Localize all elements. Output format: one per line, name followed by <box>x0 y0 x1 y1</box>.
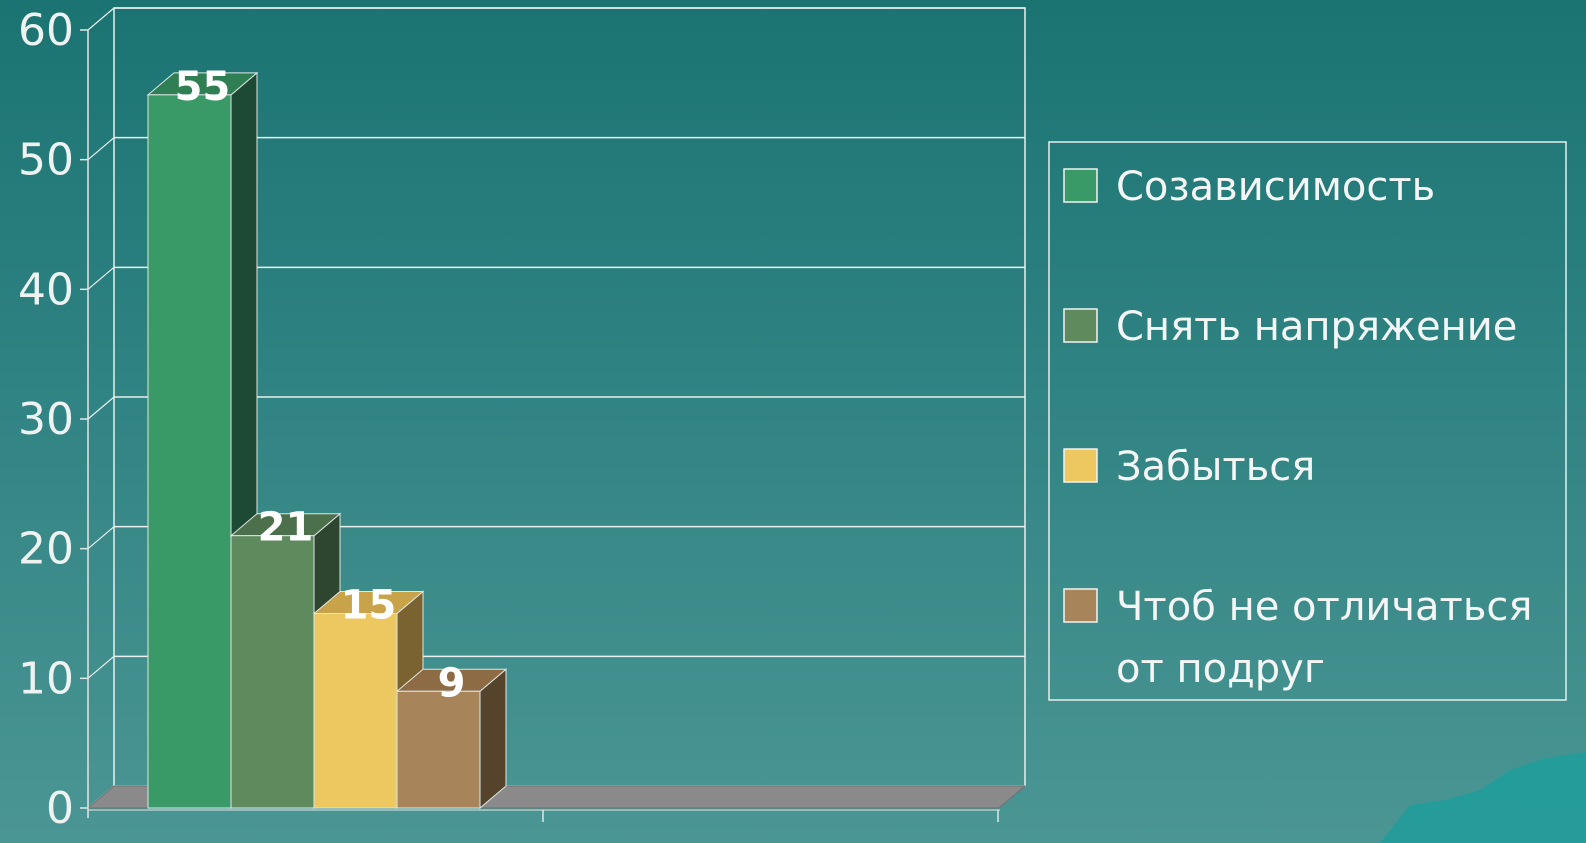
y-tick-label: 60 <box>18 5 74 56</box>
y-tick-label: 20 <box>18 524 74 575</box>
legend-label: Созависимость <box>1116 164 1435 210</box>
side-gridline <box>87 396 115 420</box>
legend-swatch <box>1063 448 1098 483</box>
y-axis <box>80 29 1000 822</box>
y-axis-tick-labels: 0 10 20 30 40 50 60 <box>18 5 74 834</box>
data-label: 55 <box>175 64 231 110</box>
legend-label: Чтоб не отличаться <box>1116 584 1532 630</box>
bar-side-face <box>479 668 507 810</box>
side-gridline <box>87 137 115 161</box>
legend-item: Чтоб не отличаться от подруг <box>1063 584 1532 692</box>
bar-front-face <box>396 690 481 809</box>
y-tick-label: 40 <box>18 264 74 315</box>
legend-label: от подруг <box>1116 646 1325 692</box>
decorative-corner-shape <box>1380 752 1586 843</box>
side-gridline <box>87 526 115 550</box>
bar-front-face <box>230 535 315 809</box>
y-tick-label: 50 <box>18 135 74 186</box>
legend-item: Снять напряжение <box>1063 304 1517 350</box>
y-tick-label: 30 <box>18 394 74 445</box>
data-labels: 55 21 15 9 <box>175 64 466 706</box>
y-tick-label: 0 <box>46 783 74 834</box>
bar-4 <box>395 668 508 810</box>
side-gridline <box>87 7 115 31</box>
legend-swatch <box>1063 588 1098 623</box>
legend-label: Снять напряжение <box>1116 304 1517 350</box>
data-label: 9 <box>438 660 466 706</box>
legend-label: Забыться <box>1116 444 1315 490</box>
bar-front-face <box>147 94 232 809</box>
bar-series <box>146 71 508 810</box>
data-label: 21 <box>258 505 314 551</box>
bar-front-face <box>313 613 398 809</box>
legend-swatch <box>1063 168 1098 203</box>
y-tick-label: 10 <box>18 653 74 704</box>
legend: Созависимость Снять напряжение Забыться Что… <box>1048 141 1567 701</box>
side-gridline <box>87 655 115 679</box>
legend-item: Созависимость <box>1063 164 1435 210</box>
legend-item: Забыться <box>1063 444 1315 490</box>
legend-box <box>1048 141 1567 701</box>
legend-swatch <box>1063 308 1098 343</box>
data-label: 15 <box>341 583 397 629</box>
side-gridline <box>87 266 115 290</box>
